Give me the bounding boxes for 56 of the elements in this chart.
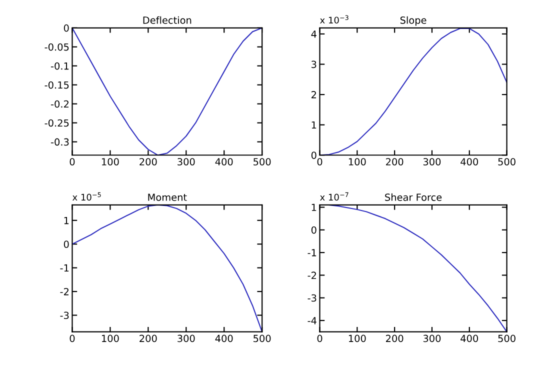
x-tick-label: 300 (178, 334, 195, 342)
line-series (72, 204, 262, 332)
y-tick-label: 0 (64, 24, 69, 32)
y-tick-label: -0.15 (44, 81, 69, 89)
x-tick-label: 200 (140, 334, 157, 342)
text: x 10$^{−3}$ (320, 15, 348, 24)
y-tick-label: -0.2 (50, 100, 68, 108)
x-tick-label: 0 (70, 334, 75, 342)
y-tick-label: -2 (308, 272, 316, 279)
x-tick-label: 400 (215, 334, 233, 342)
y-tick-label: -4 (308, 317, 316, 324)
x-tick-label: 100 (348, 158, 366, 166)
x-tick-label: 100 (102, 158, 119, 166)
x-tick-label: 500 (498, 158, 516, 166)
y-tick-label: 0 (311, 226, 316, 234)
y-tick-label: 3 (312, 60, 316, 68)
x-tick-label: 200 (140, 158, 157, 166)
y-tick-label: -0.3 (50, 138, 69, 146)
y-tick-label: -0.05 (44, 43, 69, 51)
x-tick-label: 400 (215, 158, 233, 166)
x-tick-label: 500 (498, 334, 516, 342)
y-tick-label: 4 (311, 30, 316, 38)
x-tick-label: 300 (423, 334, 441, 342)
y-tick-label: -0.1 (50, 62, 69, 70)
y-tick-label: 1 (312, 121, 316, 129)
y-tick-label: -3 (60, 312, 69, 320)
y-tick-label: -3 (308, 294, 316, 302)
x-tick-label: 500 (254, 158, 271, 166)
y-tick-label: -0.25 (44, 119, 69, 127)
y-tick-label: -2 (60, 288, 68, 296)
chart-title: Moment (148, 194, 187, 201)
y-tick-label: -1 (308, 249, 316, 256)
text: x 10$^{−5}$ (72, 192, 101, 201)
x-tick-label: 300 (178, 158, 195, 166)
x-tick-label: 100 (102, 334, 119, 342)
x-tick-label: 400 (460, 334, 478, 342)
line-series (72, 28, 262, 156)
chart-title: Shear Force (385, 193, 442, 201)
x-tick-label: 400 (460, 158, 478, 166)
text: x 10$^{−7}$ (320, 192, 348, 201)
y-tick-label: 0 (64, 240, 69, 248)
x-tick-label: 100 (348, 334, 366, 342)
chart-title: Slope (400, 16, 426, 26)
y-tick-label: 1 (312, 204, 316, 211)
x-tick-label: 500 (254, 334, 271, 342)
y-tick-label: -1 (60, 264, 69, 272)
chart-title: Deflection (143, 16, 192, 24)
x-tick-label: 0 (317, 334, 322, 342)
x-tick-label: 0 (317, 158, 322, 166)
y-tick-label: 0 (311, 152, 316, 159)
x-tick-label: 200 (386, 334, 404, 342)
y-tick-label: 1 (64, 216, 69, 224)
x-tick-label: 0 (70, 158, 75, 166)
y-tick-label: 2 (312, 91, 316, 98)
x-tick-label: 200 (386, 158, 404, 166)
x-tick-label: 300 (423, 158, 441, 166)
